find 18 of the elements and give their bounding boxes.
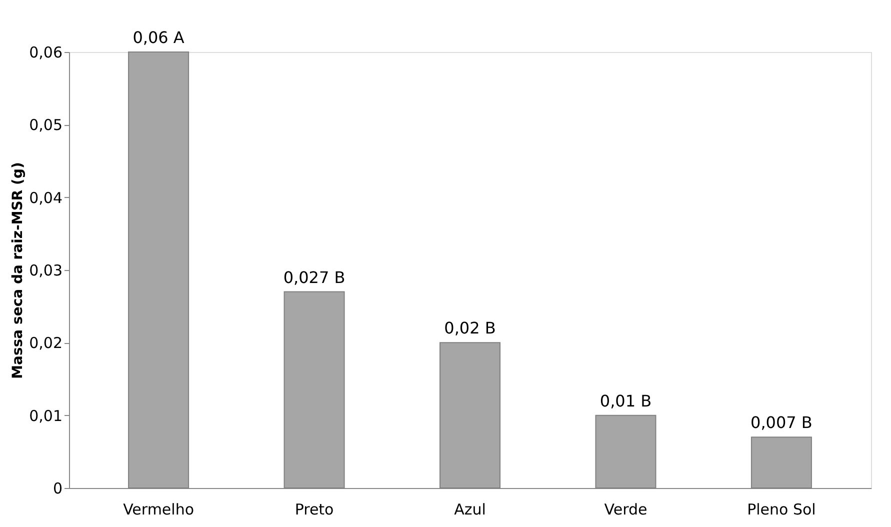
y-tick-label: 0,05 — [29, 116, 62, 134]
x-tick-label: Vermelho — [123, 500, 194, 518]
y-tick-label: 0,06 — [29, 44, 62, 62]
y-tick-label: 0 — [52, 480, 62, 498]
data-label: 0,02 B — [444, 318, 496, 338]
y-tick-label: 0,03 — [29, 262, 62, 280]
x-tick-label: Azul — [454, 500, 486, 518]
data-label: 0,027 B — [283, 268, 346, 287]
y-tick-label: 0,02 — [29, 334, 62, 352]
y-tick-label: 0,04 — [29, 188, 62, 207]
data-label: 0,06 A — [132, 28, 184, 47]
data-label: 0,007 B — [750, 413, 812, 432]
x-tick-label: Verde — [604, 500, 648, 518]
x-tick-label: Preto — [294, 500, 334, 518]
y-axis-title: Massa seca da raiz-MSR (g) — [10, 162, 26, 379]
y-tick-label: 0,01 — [29, 406, 62, 425]
x-tick-label: Pleno Sol — [747, 500, 816, 518]
data-label: 0,01 B — [600, 391, 652, 410]
